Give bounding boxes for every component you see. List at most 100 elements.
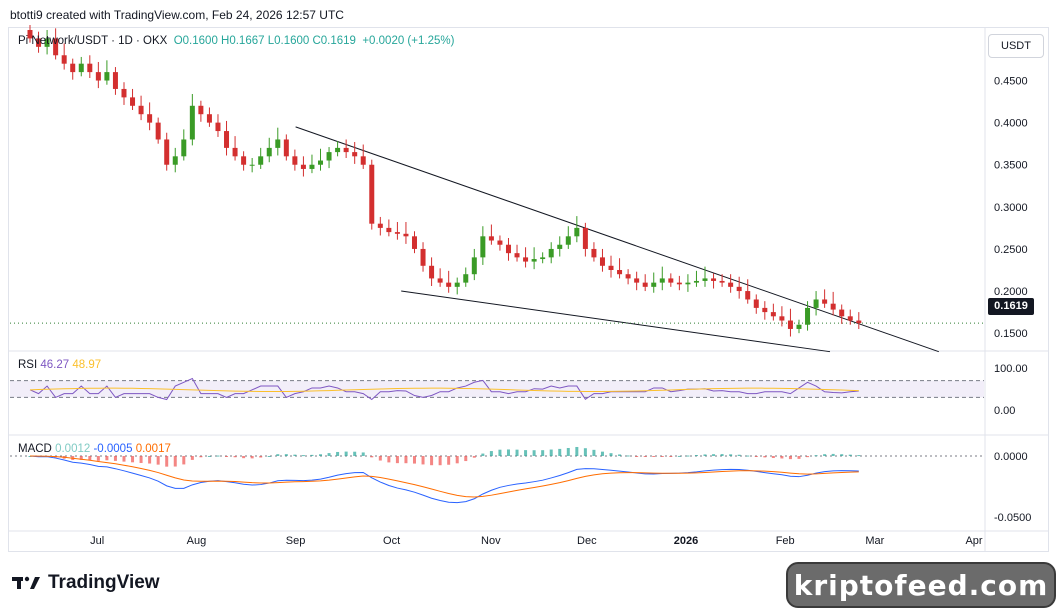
candle-body — [147, 114, 153, 123]
rsi-value: 46.27 — [40, 359, 70, 371]
macd-histogram-bar — [780, 456, 784, 459]
macd-histogram-bar — [438, 456, 442, 466]
macd-histogram-bar — [626, 455, 630, 457]
candle-body — [53, 38, 59, 56]
candle-body — [61, 55, 67, 64]
candle-body — [104, 72, 110, 81]
chart-frame — [8, 27, 1049, 552]
macd-histogram-bar — [600, 451, 604, 456]
candle-body — [377, 223, 383, 228]
candle-body — [446, 282, 452, 287]
candle-body — [847, 316, 853, 321]
macd-histogram-bar — [737, 454, 741, 456]
macd-histogram-bar — [788, 456, 792, 460]
macd-histogram-bar — [327, 453, 331, 456]
macd-histogram-bar — [831, 453, 835, 456]
time-tick-label: Oct — [383, 535, 400, 547]
candle-body — [582, 227, 588, 249]
macd-histogram-bar — [455, 456, 459, 464]
candle-body — [437, 278, 443, 283]
macd-histogram-bar — [378, 456, 382, 461]
candle-body — [702, 278, 708, 281]
candle-body — [480, 236, 486, 258]
candle-body — [531, 259, 537, 262]
time-tick-label: 2026 — [674, 535, 698, 547]
candle-body — [668, 278, 674, 283]
candle-body — [318, 160, 324, 165]
candle-body — [130, 97, 136, 106]
attribution-text: btotti9 created with TradingView.com, Fe… — [10, 8, 344, 22]
rsi-pane: 100.00 0.00 — [10, 363, 1028, 417]
macd-histogram-bar — [660, 456, 664, 457]
candle-body — [565, 236, 571, 245]
candle-body — [497, 240, 503, 245]
time-tick-label: Feb — [776, 535, 795, 547]
macd-histogram-bar — [754, 456, 758, 457]
tradingview-logo[interactable]: TradingView — [12, 572, 160, 594]
candle-body — [309, 164, 315, 169]
macd-histogram-bar — [797, 456, 801, 459]
candle-body — [164, 139, 170, 165]
macd-histogram-bar — [173, 456, 177, 467]
rsi-legend[interactable]: RSI 46.27 48.97 — [18, 359, 101, 371]
rsi-label: RSI — [18, 359, 38, 371]
macd-histogram-bar — [276, 454, 280, 456]
macd-histogram-bar — [806, 456, 810, 458]
macd-legend[interactable]: MACD 0.0012 -0.0005 0.0017 — [18, 443, 171, 455]
candle-body — [608, 265, 614, 270]
macd-signal-value: 0.0017 — [135, 443, 171, 455]
macd-histogram-bar — [823, 454, 827, 456]
candle-body — [112, 72, 118, 89]
macd-histogram-bar — [156, 456, 160, 465]
candle-body — [830, 303, 836, 310]
macd-histogram-bar — [250, 456, 254, 459]
candle-body — [505, 244, 511, 254]
tradingview-logo-icon — [12, 576, 40, 589]
candle-body — [548, 248, 554, 258]
macd-tick-label: 0.0000 — [994, 451, 1028, 463]
candle-body — [181, 139, 187, 157]
candle-body — [241, 156, 247, 165]
macd-histogram-bar — [207, 455, 211, 457]
macd-histogram-bar — [336, 451, 340, 456]
candle-body — [770, 312, 776, 317]
macd-histogram-bar — [412, 456, 416, 464]
candle-body — [779, 316, 785, 321]
macd-histogram-bar — [618, 454, 622, 456]
macd-histogram-bar — [182, 456, 186, 465]
macd-histogram-bar — [131, 456, 135, 463]
price-axis: 0.1500 0.2000 0.2500 0.3000 0.3500 0.4000 0.45… — [994, 76, 1028, 341]
rsi-tick-label: 100.00 — [994, 363, 1028, 375]
macd-histogram-bar — [712, 454, 716, 456]
macd-histogram-bar — [532, 450, 536, 456]
macd-histogram-bar — [592, 449, 596, 456]
candle-body — [411, 236, 417, 249]
candle-body — [121, 88, 127, 98]
candle-body — [283, 139, 289, 157]
macd-histogram-bar — [353, 451, 357, 456]
currency-unit-button[interactable]: USDT — [988, 34, 1044, 58]
macd-histogram-bar — [88, 456, 92, 461]
symbol-legend[interactable]: Pi Network/USDT · 1D · OKX O0.1600 H0.16… — [18, 35, 454, 47]
candle-body — [369, 164, 375, 224]
candle-body — [386, 227, 392, 233]
candle-body — [651, 282, 657, 287]
macd-histogram-bar — [857, 455, 861, 457]
macd-histogram-bar — [105, 456, 109, 461]
candle-body — [155, 122, 161, 140]
candle-body — [394, 232, 400, 234]
macd-histogram-bar — [763, 456, 767, 458]
macd-histogram-bar — [344, 451, 348, 456]
candle-body — [463, 274, 469, 283]
candle-body — [198, 105, 204, 115]
macd-line — [29, 455, 859, 504]
candle-body — [676, 282, 682, 285]
macd-tick-label: -0.0500 — [994, 512, 1031, 524]
candle-body — [617, 270, 623, 275]
candle-body — [403, 233, 409, 237]
candle-body — [70, 63, 76, 73]
candle-body — [206, 114, 212, 123]
macd-histogram-bar — [122, 456, 126, 462]
macd-histogram-bar — [370, 456, 374, 458]
